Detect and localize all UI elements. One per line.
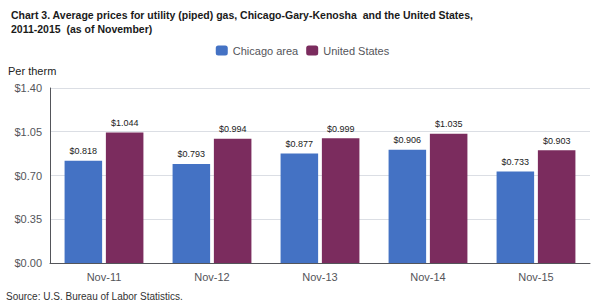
svg-text:$0.999: $0.999 [327,124,355,134]
svg-text:Nov-11: Nov-11 [87,271,122,283]
svg-text:$0.906: $0.906 [394,135,422,145]
svg-text:Nov-15: Nov-15 [518,271,553,283]
svg-text:Nov-14: Nov-14 [410,271,445,283]
svg-text:$1.40: $1.40 [14,82,42,94]
svg-text:$0.903: $0.903 [543,136,571,146]
svg-text:$0.733: $0.733 [502,157,530,167]
svg-text:$0.70: $0.70 [14,170,42,182]
svg-text:Chicago area: Chicago area [233,45,299,57]
svg-text:$0.793: $0.793 [178,149,206,159]
svg-text:$1.05: $1.05 [14,126,42,138]
svg-text:$1.044: $1.044 [111,118,139,128]
svg-text:$0.818: $0.818 [70,146,98,156]
svg-text:$0.00: $0.00 [14,257,42,269]
svg-text:Nov-13: Nov-13 [302,271,337,283]
svg-text:Chart 3. Average prices for ut: Chart 3. Average prices for utility (pip… [11,9,473,21]
svg-text:2011-2015 (as of November): 2011-2015 (as of November) [11,23,152,35]
svg-text:$0.35: $0.35 [14,213,42,225]
svg-text:Nov-12: Nov-12 [194,271,229,283]
svg-text:$1.035: $1.035 [435,119,463,129]
svg-text:$0.877: $0.877 [286,139,314,149]
svg-text:United States: United States [323,45,390,57]
svg-text:$0.994: $0.994 [219,124,247,134]
svg-text:Per therm: Per therm [8,65,56,77]
svg-text:Source: U.S. Bureau of Labor S: Source: U.S. Bureau of Labor Statistics. [6,291,183,302]
